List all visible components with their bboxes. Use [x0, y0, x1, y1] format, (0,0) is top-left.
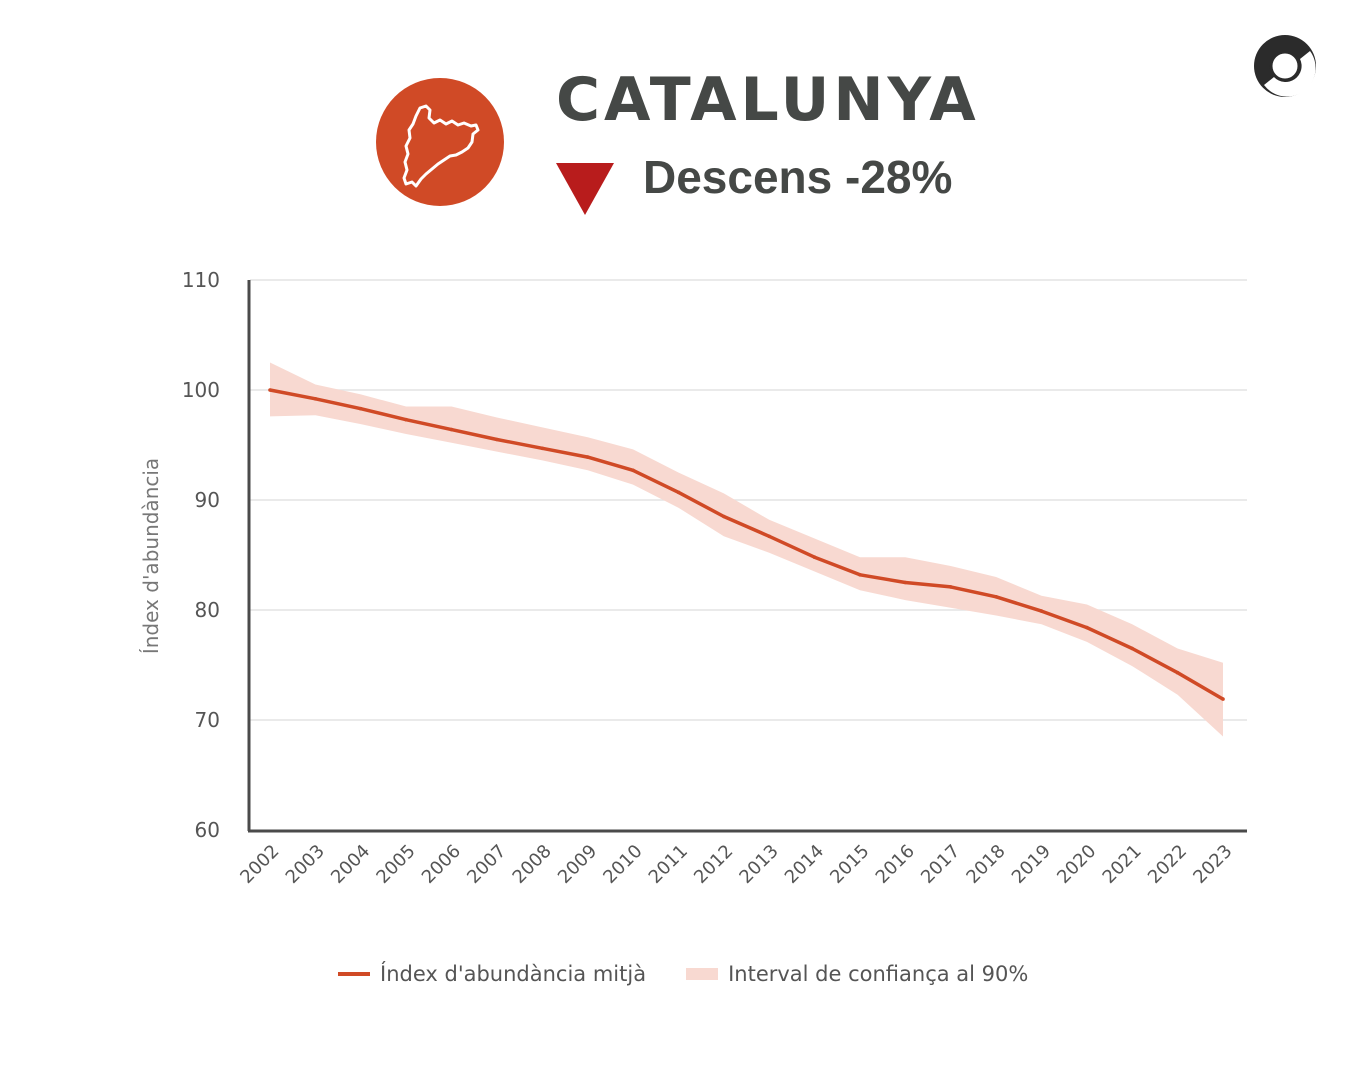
y-tick-label: 60	[195, 818, 220, 842]
data-point	[404, 417, 408, 422]
x-tick-label: 2017	[917, 841, 964, 888]
data-point	[313, 397, 318, 401]
legend: Índex d'abundància mitjà Interval de con…	[338, 962, 1028, 986]
x-tick-label: 2019	[1008, 841, 1055, 888]
catalonia-map-icon	[402, 104, 480, 188]
x-tick-label: 2004	[327, 841, 374, 888]
x-tick-label: 2015	[826, 841, 873, 888]
x-tick-label: 2018	[962, 841, 1009, 888]
page-title: CATALUNYA	[556, 65, 980, 135]
data-point	[1221, 697, 1225, 701]
y-tick-label: 110	[182, 268, 220, 292]
data-point	[1085, 625, 1089, 630]
data-point	[631, 468, 635, 473]
x-tick-label: 2008	[509, 841, 556, 888]
mean-index-line	[269, 388, 1224, 701]
y-axis-label: Índex d'abundància	[139, 458, 163, 654]
data-point	[1130, 646, 1135, 651]
y-tick-label: 80	[195, 598, 220, 622]
x-tick-label: 2023	[1189, 841, 1236, 888]
data-point	[268, 388, 272, 392]
data-point	[812, 555, 817, 559]
legend-label-ci: Interval de confiança al 90%	[728, 962, 1029, 986]
region-badge	[376, 78, 504, 206]
data-point	[540, 446, 545, 451]
x-tick-label: 2020	[1053, 841, 1100, 888]
x-tick-label: 2006	[418, 841, 465, 888]
legend-label-mean: Índex d'abundància mitjà	[380, 962, 647, 986]
down-triangle-icon	[556, 163, 614, 215]
legend-band-swatch	[686, 968, 719, 980]
confidence-band	[270, 362, 1223, 737]
data-point	[1039, 609, 1044, 613]
x-tick-label: 2013	[735, 841, 782, 888]
x-tick-label: 2003	[282, 841, 329, 888]
data-point	[948, 585, 953, 589]
x-tick-label: 2022	[1144, 841, 1191, 888]
y-tick-label: 90	[195, 488, 220, 512]
trend-summary: Descens -28%	[643, 151, 953, 203]
x-tick-label: 2009	[554, 841, 601, 888]
data-point	[585, 455, 590, 459]
legend-line-swatch	[338, 972, 370, 976]
circle-logo-icon	[1254, 35, 1316, 97]
x-tick-label: 2011	[645, 841, 692, 888]
y-tick-label: 100	[182, 378, 220, 402]
x-tick-label: 2021	[1099, 841, 1146, 888]
x-tick-label: 2016	[872, 841, 919, 888]
x-tick-label: 2002	[236, 841, 283, 888]
x-tick-label: 2005	[372, 841, 419, 888]
y-tick-label: 70	[195, 708, 220, 732]
data-point	[767, 534, 771, 539]
data-point	[903, 580, 908, 585]
data-point	[994, 595, 998, 599]
x-tick-label: 2014	[781, 841, 828, 888]
data-point	[449, 427, 454, 432]
data-point	[676, 490, 681, 495]
x-tick-label: 2007	[463, 841, 510, 888]
data-point	[722, 514, 726, 519]
data-point	[495, 437, 499, 442]
x-tick-label: 2010	[599, 841, 646, 888]
x-tick-label: 2012	[690, 841, 737, 888]
data-point	[858, 573, 862, 577]
data-point	[1175, 670, 1180, 675]
data-point	[358, 406, 363, 411]
